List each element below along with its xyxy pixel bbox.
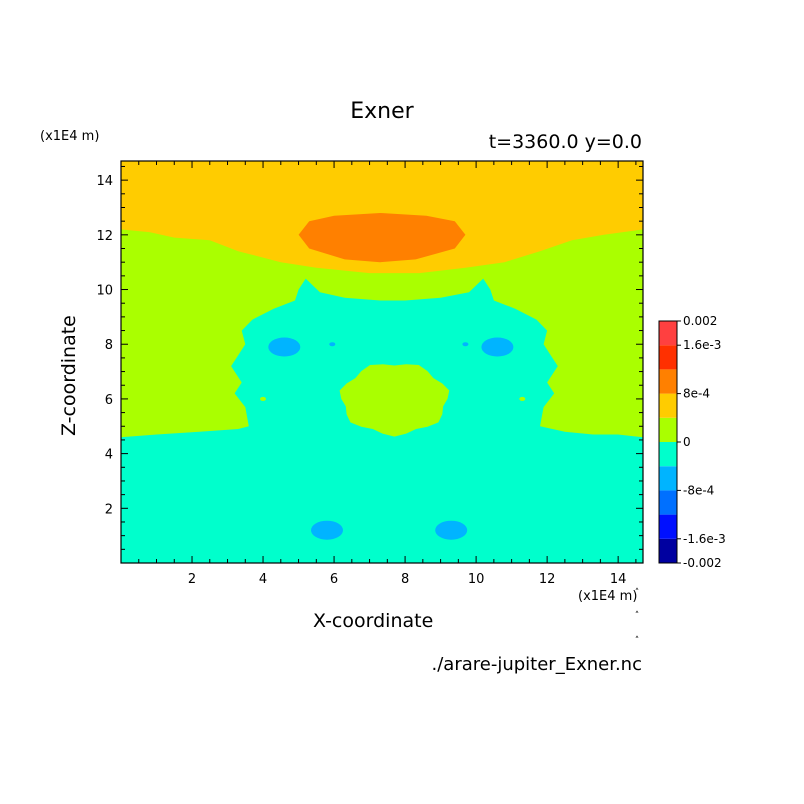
- y-tick-label: 8: [105, 338, 113, 353]
- colorbar-band: [659, 345, 677, 370]
- colorbar-band: [659, 538, 677, 563]
- minimum-4: [435, 520, 468, 540]
- x-tick-label: 2: [188, 572, 196, 587]
- source-filename: ./arare-jupiter_Exner.nc: [431, 654, 642, 675]
- region-central-bubble: [339, 364, 450, 437]
- x-axis-label: X-coordinate: [313, 610, 434, 632]
- x-tick-label: 6: [330, 572, 338, 587]
- y-axis-unit: (x1E4 m): [40, 129, 100, 144]
- marker-dot: ˄: [635, 636, 640, 646]
- speck: [260, 396, 266, 401]
- x-tick-label: 8: [401, 572, 409, 587]
- colorbar-band: [659, 393, 677, 418]
- unit-marks: ˄ ˄ ˄: [635, 588, 640, 646]
- y-tick-label: 12: [96, 229, 113, 244]
- colorbar-label: 8e-4: [683, 387, 710, 401]
- colorbar: 0.002 1.6e-3 8e-4 0 -8e-4 -1.6e-3 -0.002: [658, 314, 726, 570]
- y-tick-label: 4: [105, 448, 113, 463]
- colorbar-band: [659, 514, 677, 539]
- plot-axes: 2 4 6 8 10 12 14 2 4 6 8 10 12 14: [96, 160, 644, 587]
- colorbar-label: 1.6e-3: [683, 338, 721, 352]
- colorbar-band: [659, 466, 677, 491]
- speck: [462, 342, 469, 347]
- colorbar-label: -1.6e-3: [683, 532, 726, 546]
- colorbar-label: 0.002: [683, 314, 717, 328]
- contour-field: [121, 161, 643, 563]
- minimum-1: [268, 337, 301, 357]
- chart-title: Exner: [350, 99, 414, 124]
- x-tick-label: 4: [259, 572, 267, 587]
- x-tick-label: 14: [610, 572, 627, 587]
- plot-frame: [120, 160, 644, 564]
- colorbar-label: -0.002: [683, 556, 722, 570]
- y-tick-label: 2: [105, 502, 113, 517]
- x-tick-label: 12: [539, 572, 556, 587]
- x-axis-unit: (x1E4 m): [578, 589, 638, 604]
- time-info: t=3360.0 y=0.0: [488, 131, 642, 153]
- colorbar-band: [659, 442, 677, 467]
- speck: [519, 396, 526, 401]
- colorbar-band: [659, 369, 677, 394]
- y-tick-label: 10: [96, 284, 113, 299]
- minimum-2: [481, 337, 514, 357]
- minimum-3: [311, 520, 343, 540]
- y-tick-label: 6: [105, 393, 113, 408]
- colorbar-band: [659, 490, 677, 515]
- colorbar-label: -8e-4: [683, 483, 714, 497]
- marker-dot: ˄: [635, 611, 640, 621]
- colorbar-band: [659, 321, 677, 346]
- region-top-max: [298, 213, 466, 263]
- x-tick-label: 10: [468, 572, 485, 587]
- colorbar-band: [659, 417, 677, 442]
- y-tick-label: 14: [96, 174, 113, 189]
- speck: [329, 342, 336, 347]
- colorbar-label: 0: [683, 435, 691, 449]
- marker-dot: ˄: [635, 588, 640, 598]
